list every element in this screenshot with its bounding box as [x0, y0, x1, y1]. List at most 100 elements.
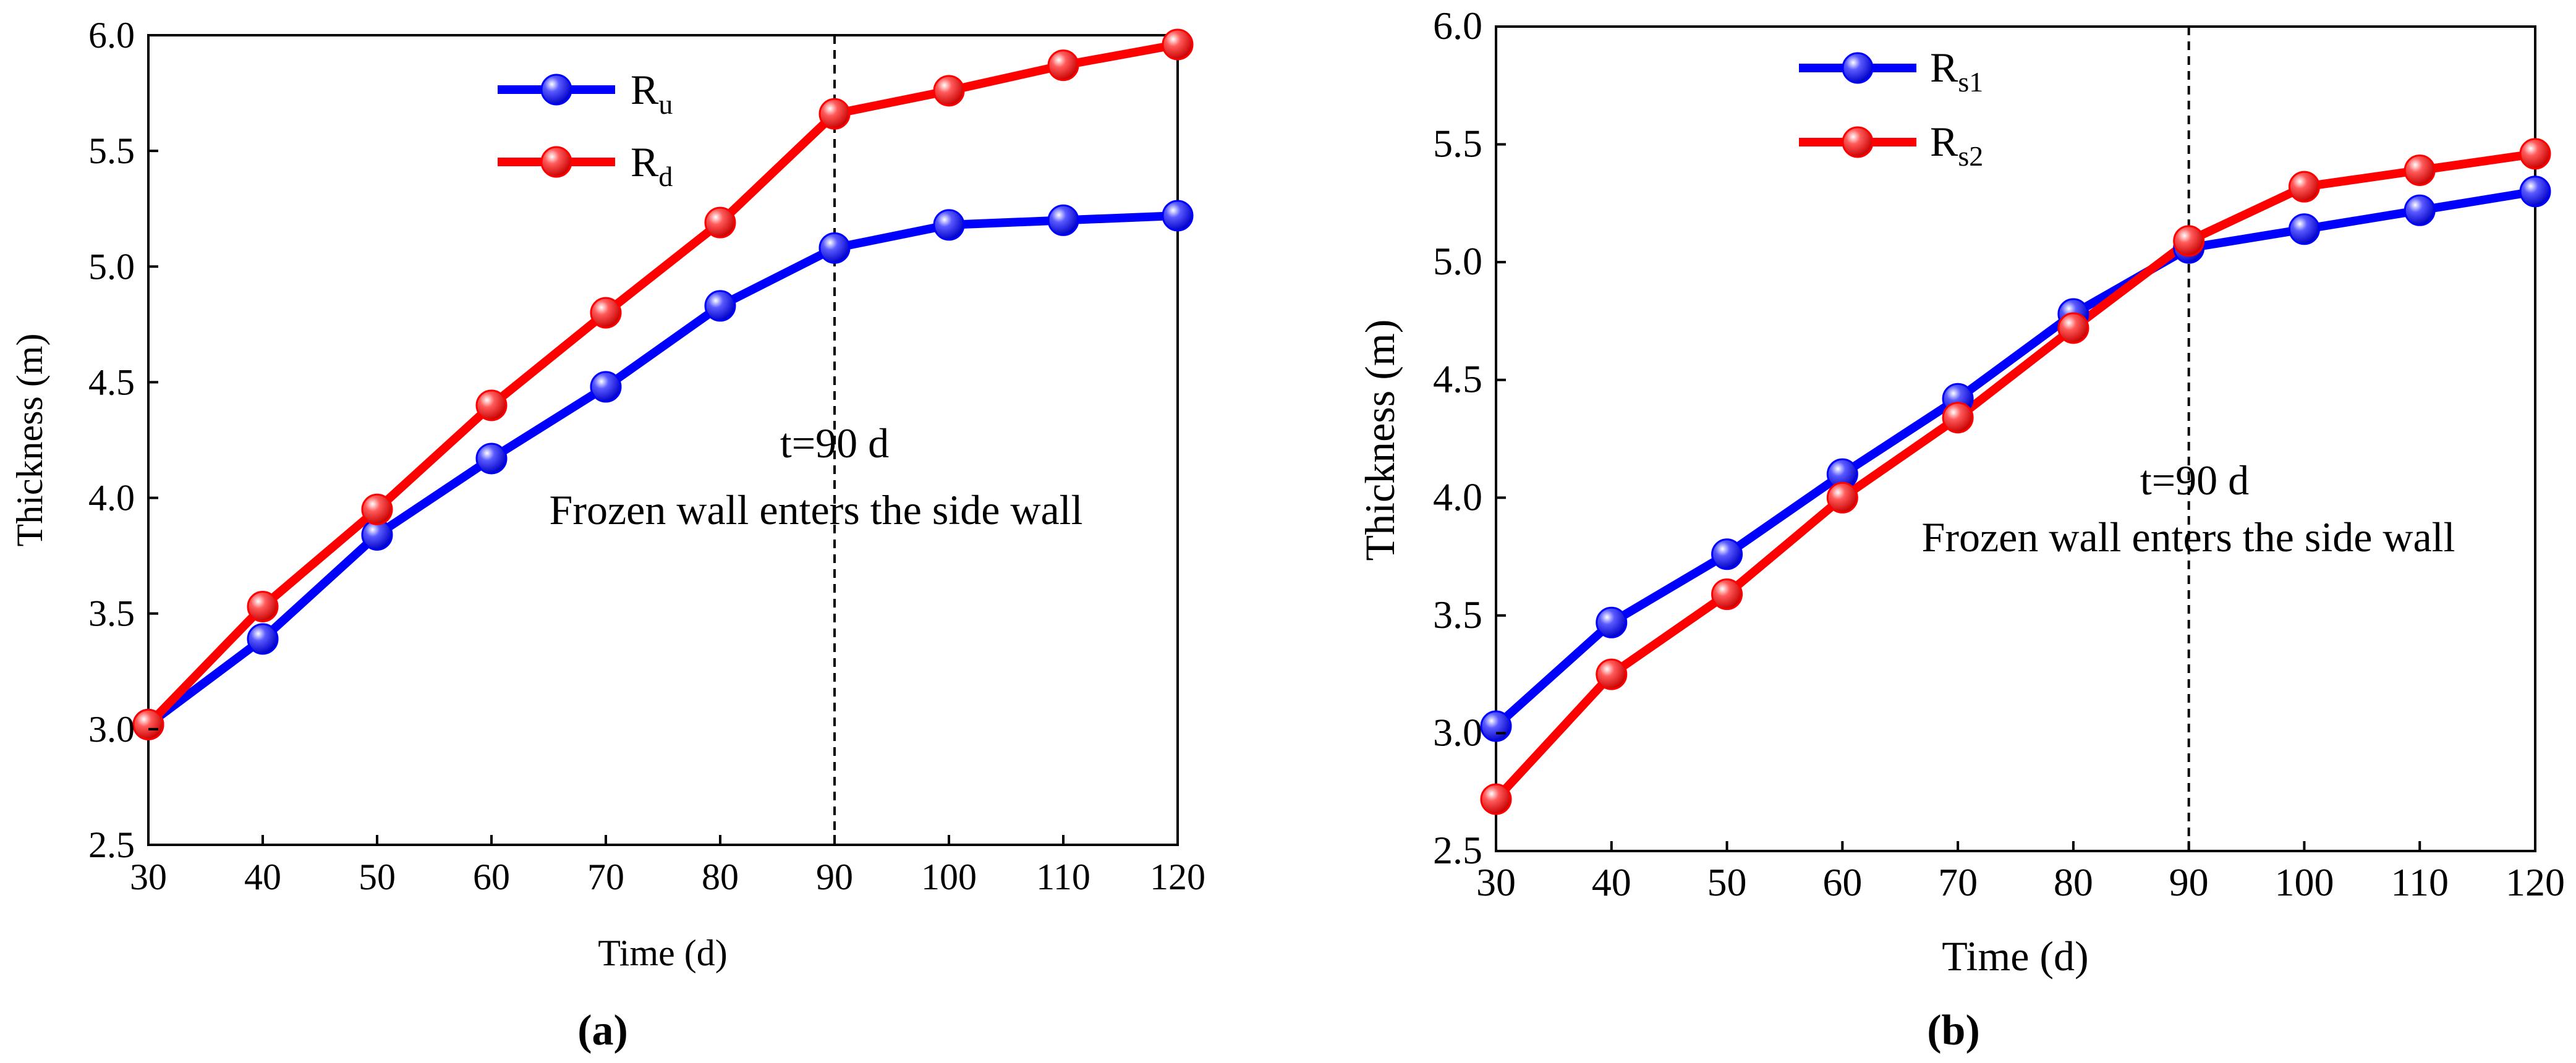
series-line-rs1	[1493, 187, 2536, 730]
chart-panel-b: 30 40 50 60 70 80 90 100 110 120 2.5 3.0 3.5 4.0 4.5 5.…	[1356, 4, 2565, 1054]
legend-label-subscript: u	[658, 88, 673, 120]
x-tick-label: 60	[1822, 860, 1862, 904]
data-point-ru	[818, 232, 851, 264]
legend: Rs1 Rs2	[1799, 44, 1983, 172]
data-point-rs2	[2404, 154, 2436, 186]
x-tick-label: 110	[1036, 857, 1090, 897]
annotation-time: t=90 d	[780, 420, 889, 467]
y-tick-label: 2.5	[1433, 828, 1482, 872]
y-tick-label: 2.5	[88, 824, 135, 865]
data-point-rd	[132, 708, 164, 740]
data-point-rs1	[1711, 538, 1743, 570]
x-tick-label: 50	[359, 857, 396, 897]
data-point-ru	[704, 290, 736, 322]
series-line-rs2	[1492, 149, 2536, 802]
data-point-rs2	[2057, 312, 2089, 344]
data-point-rs1	[1480, 710, 1512, 742]
data-point-rs2	[2519, 138, 2551, 170]
svg-text:Rs1: Rs1	[1930, 44, 1983, 98]
data-point-rs2	[1480, 783, 1512, 815]
legend-label: R	[631, 138, 659, 185]
x-tick-label: 80	[2054, 860, 2093, 904]
data-point-rs2	[2173, 225, 2205, 257]
legend-item-rd: Rd	[498, 138, 673, 192]
plot-area	[1495, 25, 2536, 852]
data-point-ru	[933, 209, 965, 241]
plot-area	[147, 34, 1179, 846]
y-axis-label: Thickness (m)	[9, 334, 50, 547]
x-tick-label: 120	[2506, 860, 2565, 904]
x-axis-label: Time (d)	[1942, 933, 2088, 980]
data-point-ru	[590, 371, 622, 403]
x-tick-label: 60	[473, 857, 510, 897]
data-point-rs1	[2404, 194, 2436, 226]
y-tick-label: 3.0	[1433, 710, 1482, 754]
x-axis-label: Time (d)	[598, 933, 727, 973]
annotation-time: t=90 d	[2140, 457, 2249, 504]
data-point-rd	[475, 389, 508, 421]
legend-item-rs1: Rs1	[1799, 44, 1983, 98]
data-point-rd	[704, 206, 736, 239]
data-point-rs2	[1942, 402, 1974, 434]
y-tick-label: 3.5	[1433, 593, 1482, 637]
series-line-ru	[145, 211, 1178, 728]
legend-label-subscript: s2	[1958, 140, 1983, 172]
y-tick-label: 4.0	[88, 478, 135, 519]
data-point-rs2	[1596, 658, 1628, 690]
y-tick-label: 6.0	[88, 15, 135, 56]
x-tick-label: 80	[702, 857, 739, 897]
data-point-ru	[1047, 204, 1079, 236]
panel-label: (b)	[1927, 1007, 1980, 1054]
data-point-rd	[590, 297, 622, 329]
y-tick-label: 3.0	[88, 709, 135, 750]
data-point-rs2	[2288, 171, 2320, 203]
svg-text:Rd: Rd	[631, 138, 673, 192]
annotation-text: Frozen wall enters the side wall	[1922, 514, 2455, 561]
x-tick-label: 30	[1476, 860, 1516, 904]
y-tick-label: 4.0	[1433, 475, 1482, 519]
data-point-rd	[933, 75, 965, 107]
legend-label: R	[631, 66, 659, 113]
data-point-rs1	[2288, 213, 2320, 245]
y-tick-label: 5.0	[88, 246, 135, 287]
x-tick-label: 100	[2274, 860, 2334, 904]
svg-text:Rs2: Rs2	[1930, 118, 1983, 172]
legend-label: R	[1930, 44, 1958, 91]
data-point-rd	[247, 590, 279, 622]
svg-text:Ru: Ru	[631, 66, 673, 120]
legend: Ru Rd	[498, 66, 673, 192]
x-tick-label: 90	[2169, 860, 2209, 904]
data-point-rs2	[1826, 481, 1858, 514]
legend-label-subscript: s1	[1958, 66, 1983, 98]
panel-label: (a)	[577, 1007, 628, 1054]
data-point-rs1	[2519, 176, 2551, 208]
data-point-rd	[1162, 28, 1194, 61]
data-point-rd	[361, 493, 393, 525]
y-tick-label: 5.0	[1433, 239, 1482, 283]
data-point-rd	[818, 98, 851, 130]
data-point-ru	[247, 623, 279, 655]
x-tick-label: 90	[816, 857, 853, 897]
data-point-ru	[475, 443, 508, 475]
legend-item-rs2: Rs2	[1799, 118, 1983, 172]
legend-item-ru: Ru	[498, 66, 673, 120]
x-tick-label: 100	[921, 857, 977, 897]
data-point-rs2	[1711, 578, 1743, 611]
x-tick-label: 120	[1150, 857, 1205, 897]
y-tick-label: 5.5	[88, 130, 135, 171]
y-tick-label: 5.5	[1433, 122, 1482, 166]
y-tick-label: 4.5	[88, 362, 135, 402]
data-point-rd	[1047, 49, 1079, 82]
y-tick-label: 6.0	[1433, 4, 1482, 48]
annotation-text: Frozen wall enters the side wall	[550, 486, 1083, 533]
data-point-rs1	[1596, 606, 1628, 638]
x-tick-label: 40	[244, 857, 281, 897]
chart-panel-a: 30 40 50 60 70 80 90 100 110 120 2.5 3.0 3.5 4.0 4.5 5.…	[9, 15, 1205, 1054]
data-point-ru	[1162, 200, 1194, 232]
x-tick-label: 40	[1592, 860, 1631, 904]
legend-label: R	[1930, 118, 1958, 165]
x-tick-label: 70	[587, 857, 624, 897]
legend-label-subscript: d	[658, 161, 673, 192]
x-tick-label: 70	[1938, 860, 1978, 904]
